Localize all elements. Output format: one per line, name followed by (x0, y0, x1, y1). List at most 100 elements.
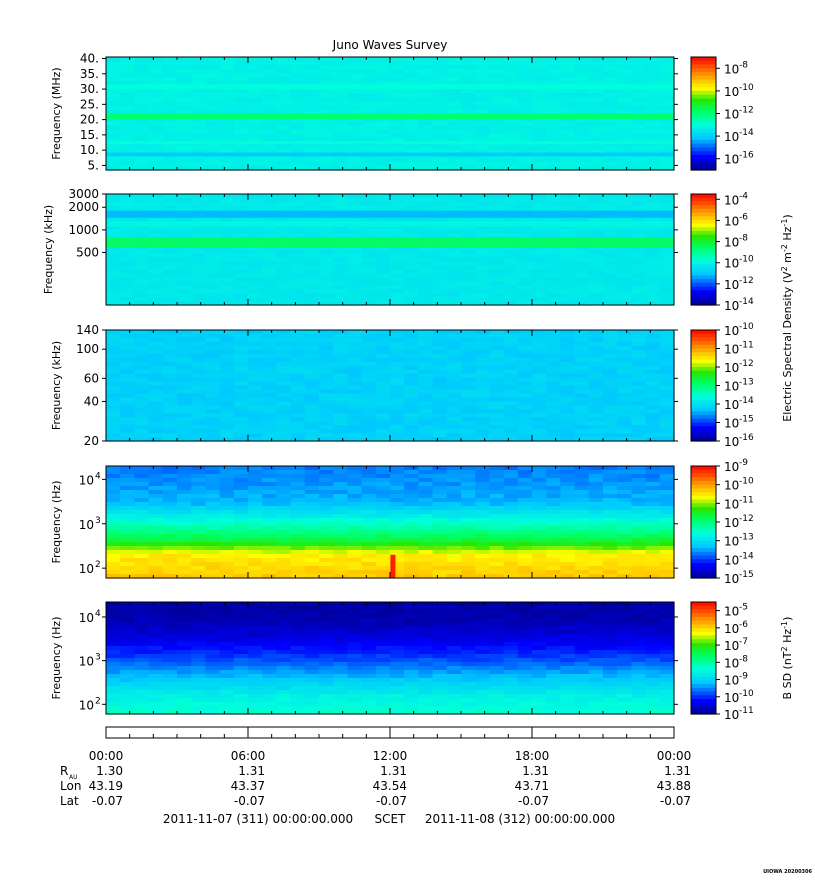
spectrogram-cell (120, 409, 135, 414)
spectrogram-cell (418, 538, 434, 543)
spectrogram-cell (532, 530, 547, 535)
spectrogram-cell (304, 261, 320, 266)
spectrogram-cell (333, 253, 348, 259)
spectrogram-cell (532, 345, 547, 351)
spectrogram-cell (588, 125, 604, 131)
spectrogram-cell (532, 389, 547, 395)
spectrogram-cell (333, 65, 348, 70)
spectrogram-cell (304, 566, 320, 571)
spectrogram-cell (106, 353, 121, 359)
spectrogram-cell (503, 522, 519, 527)
spectrogram-cell (177, 518, 192, 523)
spectrogram-cell (489, 101, 505, 106)
spectrogram-cell (347, 490, 363, 495)
spectrogram-cell (588, 610, 604, 615)
spectrogram-cell (347, 574, 363, 579)
spectrogram-cell (233, 502, 249, 507)
spectrogram-cell (475, 217, 490, 223)
spectrogram-cell (375, 554, 391, 559)
spectrogram-cell (191, 570, 206, 575)
spectrogram-cell (532, 409, 547, 414)
spectrogram-cell (588, 273, 604, 278)
spectrogram-cell (489, 201, 505, 207)
spectrogram-cell (333, 198, 348, 203)
spectrogram-cell (560, 510, 576, 515)
spectrogram-cell (333, 534, 348, 539)
spectrogram-cell (461, 506, 476, 511)
spectrogram-cell (347, 554, 363, 559)
spectrogram-cell (347, 157, 363, 163)
spectrogram-cell (304, 285, 320, 290)
spectrogram-cell (645, 466, 661, 471)
spectrogram-cell (219, 301, 235, 306)
spectrogram-cell (503, 129, 519, 135)
spectrogram-cell (631, 401, 647, 406)
spectrogram-cell (191, 194, 206, 199)
spectrogram-cell (248, 277, 263, 282)
spectrogram-cell (290, 269, 306, 274)
spectrogram-cell (162, 494, 178, 499)
spectrogram-cell (233, 117, 249, 123)
spectrogram-cell (588, 233, 604, 239)
spectrogram-cell (588, 217, 604, 223)
spectrogram-cell (588, 257, 604, 262)
spectrogram-cell (233, 229, 249, 235)
spectrogram-cell (631, 409, 647, 414)
spectrogram-cell (603, 261, 618, 266)
spectrogram-cell (191, 205, 206, 211)
spectrogram-cell (560, 602, 576, 607)
spectrogram-cell (404, 381, 419, 387)
spectrogram-cell (120, 201, 135, 207)
spectrogram-cell (645, 201, 661, 207)
spectrogram-cell (588, 606, 604, 611)
spectrogram-cell (503, 77, 519, 82)
spectrogram-cell (319, 201, 334, 207)
spectrogram-cell (162, 437, 178, 442)
spectrogram-cell (219, 429, 235, 434)
spectrogram-cell (319, 105, 334, 110)
spectrogram-cell (106, 109, 121, 115)
spectrogram-cell (120, 405, 135, 410)
spectrogram-cell (333, 510, 348, 515)
spectrogram-cell (191, 494, 206, 499)
spectrogram-cell (503, 345, 519, 351)
spectrogram-cell (148, 554, 164, 559)
spectrogram-cell (347, 57, 363, 62)
spectrogram-cell (659, 334, 675, 339)
spectrogram-cell (148, 526, 164, 531)
spectrogram-cell (517, 57, 533, 62)
spectrogram-cell (290, 345, 306, 351)
spectrogram-cell (219, 506, 235, 511)
spectrogram-cell (574, 249, 590, 255)
spectrogram-cell (333, 470, 348, 475)
spectrogram-cell (432, 361, 448, 367)
spectrogram-cell (219, 293, 235, 298)
spectrogram-cell (503, 337, 519, 343)
spectrogram-cell (546, 217, 561, 223)
spectrogram-cell (191, 433, 206, 438)
spectrogram-cell (588, 470, 604, 475)
spectrogram-cell (617, 337, 632, 343)
spectrogram-cell (404, 510, 419, 515)
spectrogram-cell (560, 229, 576, 235)
spectrogram-cell (517, 229, 533, 235)
spectrogram-cell (489, 293, 505, 298)
spectrogram-cell (248, 65, 263, 70)
spectrogram-cell (333, 498, 348, 503)
spectrogram-cell (631, 618, 647, 623)
spectrogram-cell (205, 486, 221, 491)
spectrogram-cell (631, 558, 647, 563)
spectrogram-cell (588, 109, 604, 115)
spectrogram-cell (404, 65, 419, 70)
spectrogram-cell (390, 301, 405, 306)
spectrogram-cell (659, 498, 675, 503)
spectrogram-cell (248, 373, 263, 379)
spectrogram-cell (191, 117, 206, 123)
spectrogram-cell (148, 606, 164, 611)
spectrogram-cell (120, 353, 135, 359)
spectrogram-cell (489, 417, 505, 422)
spectrogram-cell (517, 478, 533, 483)
spectrogram-cell (390, 554, 405, 559)
spectrogram-cell (177, 614, 192, 619)
spectrogram-cell (617, 345, 632, 351)
